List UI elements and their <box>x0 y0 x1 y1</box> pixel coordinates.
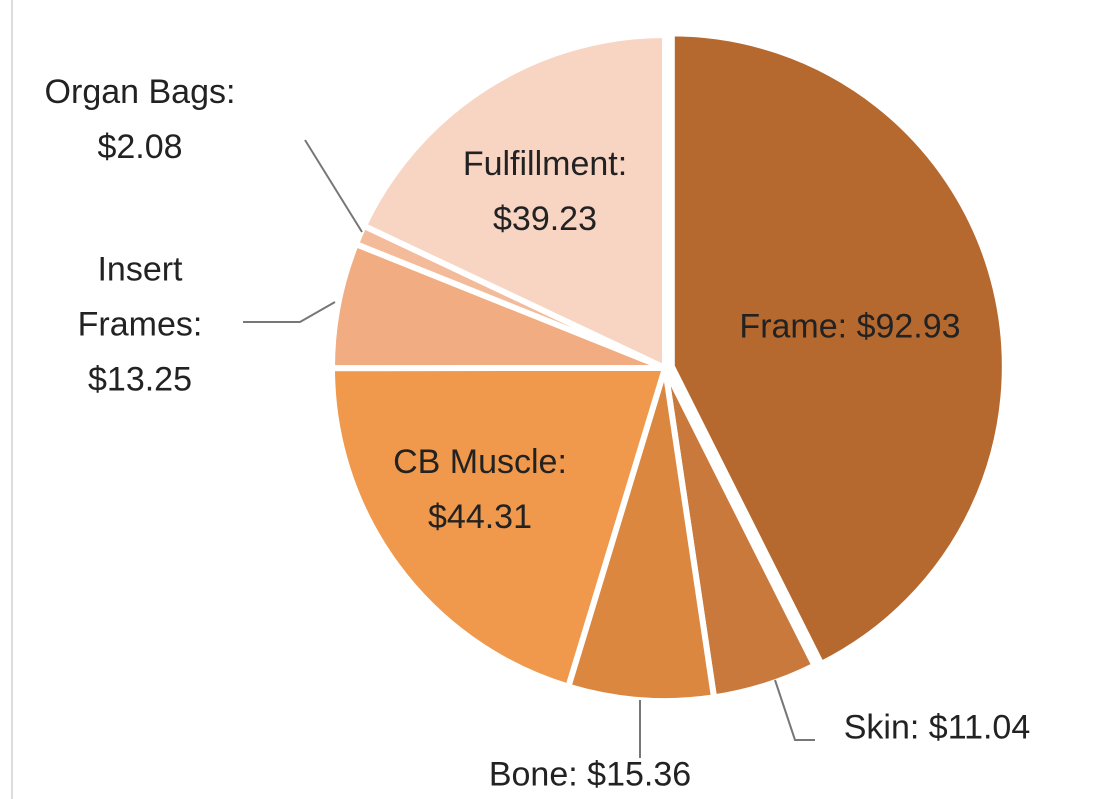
category: Bone: <box>488 755 578 794</box>
value: $15.36 <box>587 755 692 794</box>
category: Fulfillment: <box>462 145 628 183</box>
category: Frame: <box>739 307 848 346</box>
leader-line <box>304 139 363 233</box>
value: $11.04 <box>928 708 1031 747</box>
slice-label: Fulfillment: $39.23 <box>415 137 675 247</box>
leader-line <box>774 679 815 741</box>
pie-slice <box>329 365 668 690</box>
slice-label: CB Muscle: $44.31 <box>350 435 610 545</box>
slice-label: Organ Bags: $2.08 <box>10 65 270 175</box>
pie-slice <box>360 32 668 371</box>
slice-label: Skin: $11.04 <box>787 701 1087 756</box>
slice-label: Insert Frames: $13.25 <box>50 243 230 408</box>
value: $13.25 <box>88 360 192 399</box>
category: Insert Frames: <box>77 250 203 344</box>
leaders <box>243 139 815 758</box>
slice-label: Bone: $15.36 <box>440 748 740 799</box>
slice-label: Frame: $92.93 <box>640 300 1060 355</box>
value: $39.23 <box>493 200 597 238</box>
pie-slice <box>668 30 1008 667</box>
value: $92.93 <box>856 307 961 346</box>
slices <box>328 30 1008 704</box>
leader-line <box>243 301 336 323</box>
category: Organ Bags: <box>44 73 236 111</box>
value: $2.08 <box>97 128 183 166</box>
category: Skin: <box>843 708 920 747</box>
category: CB Muscle: <box>393 443 567 481</box>
value: $44.31 <box>428 498 532 536</box>
